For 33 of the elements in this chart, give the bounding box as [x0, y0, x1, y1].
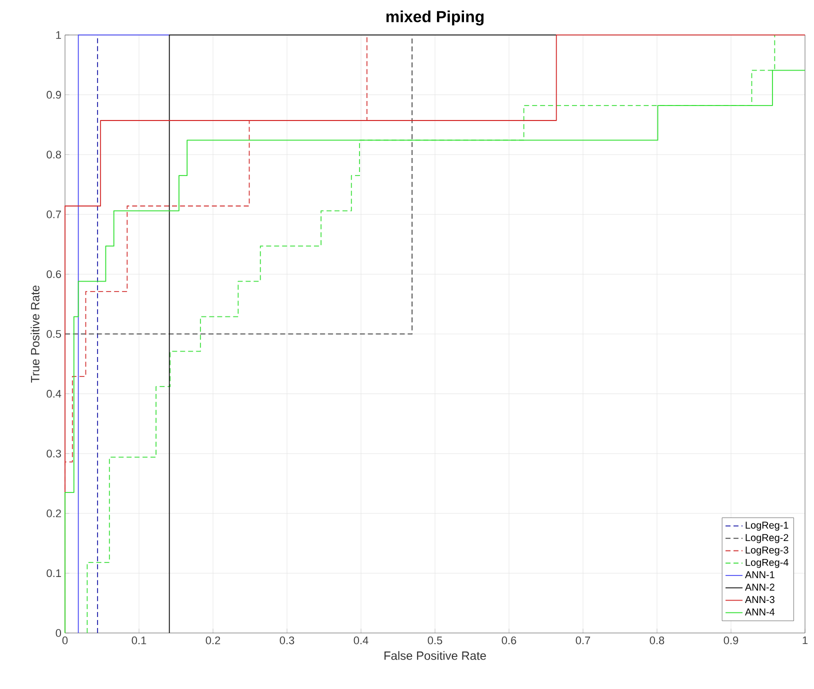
- y-tick-label: 0.1: [46, 569, 61, 578]
- x-tick-label: 0: [62, 636, 68, 644]
- x-axis-title: False Positive Rate: [384, 651, 486, 660]
- y-tick-label: 0.3: [46, 450, 62, 458]
- legend-label: ANN-1: [744, 571, 774, 578]
- x-tick-label: 0.7: [576, 636, 590, 644]
- x-tick-label: 1: [802, 636, 808, 644]
- x-tick-label: 0.9: [724, 636, 738, 644]
- x-tick-label: 0.6: [502, 636, 516, 644]
- legend-label: ANN-3: [744, 596, 774, 604]
- x-tick-label: 0.4: [354, 636, 368, 644]
- x-tick-label: 0.3: [280, 636, 294, 644]
- y-tick-label: 0.6: [46, 270, 62, 278]
- y-tick-label: 0.2: [46, 510, 61, 518]
- y-tick-label: 0.4: [46, 390, 62, 398]
- y-tick-label: 0: [56, 629, 62, 637]
- x-tick-label: 0.5: [428, 636, 442, 644]
- y-tick-label: 0.5: [46, 330, 62, 338]
- x-tick-label: 0.1: [132, 636, 146, 644]
- legend-label: ANN-4: [744, 608, 775, 616]
- x-tick-label: 0.2: [206, 636, 220, 644]
- y-tick-label: 0.7: [46, 210, 61, 218]
- y-tick-label: 0.9: [46, 90, 61, 99]
- x-tick-label: 0.8: [650, 636, 664, 644]
- legend-label: ANN-2: [744, 584, 774, 591]
- legend-label: LogReg-1: [746, 522, 788, 531]
- y-tick-label: 1: [56, 31, 61, 39]
- legend-label: LogReg-3: [746, 546, 788, 556]
- y-axis-title: True Positive Rate: [30, 286, 40, 383]
- legend-label: LogReg-2: [746, 534, 788, 544]
- y-tick-label: 0.8: [46, 150, 62, 158]
- legend-label: LogReg-4: [746, 558, 788, 568]
- chart-title: mixed Piping: [386, 10, 484, 26]
